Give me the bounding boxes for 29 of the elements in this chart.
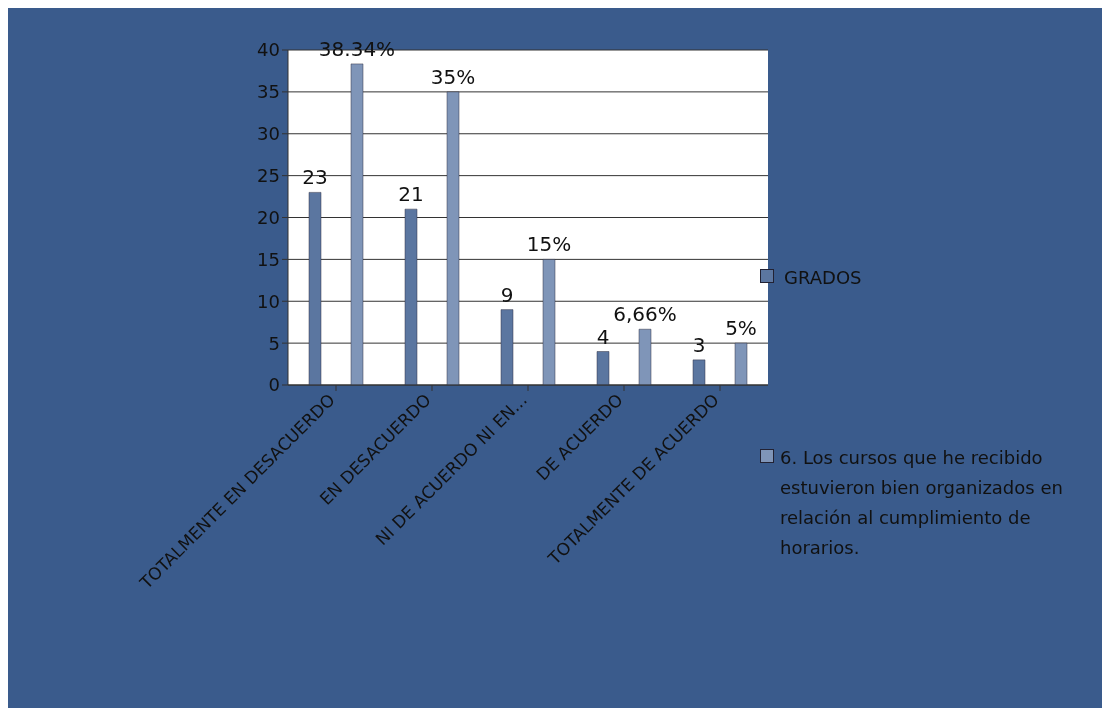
bar	[446, 91, 460, 385]
y-tick-label: 25	[257, 165, 280, 187]
y-tick-label: 5	[268, 332, 280, 354]
data-label: 21	[398, 182, 424, 207]
y-tick-label: 0	[268, 374, 280, 396]
data-label: 4	[596, 324, 610, 349]
y-tick-label: 10	[257, 290, 280, 312]
bar	[542, 259, 556, 385]
data-label: 6,66%	[613, 302, 677, 327]
bar	[596, 351, 610, 385]
bar	[350, 63, 364, 385]
y-tick-label: 35	[257, 81, 280, 103]
y-tick-label: 40	[257, 39, 280, 61]
data-label: 9	[500, 282, 514, 307]
bar	[638, 328, 652, 385]
bar	[404, 208, 418, 385]
data-label: 35%	[430, 64, 476, 89]
data-label: 3	[692, 332, 706, 357]
y-tick-label: 20	[257, 206, 280, 228]
bar	[500, 309, 514, 385]
bar	[692, 359, 706, 385]
data-label: 15%	[526, 232, 572, 257]
data-label: 5%	[725, 316, 757, 341]
y-tick-label: 15	[257, 248, 280, 270]
legend-label: 6. Los cursos que he recibido estuvieron bien organizados en relación al cumplimiento de horarios.	[780, 446, 1064, 560]
bar	[734, 342, 748, 385]
bar	[308, 192, 322, 385]
y-tick-label: 30	[257, 123, 280, 145]
legend-label: GRADOS	[783, 266, 862, 290]
